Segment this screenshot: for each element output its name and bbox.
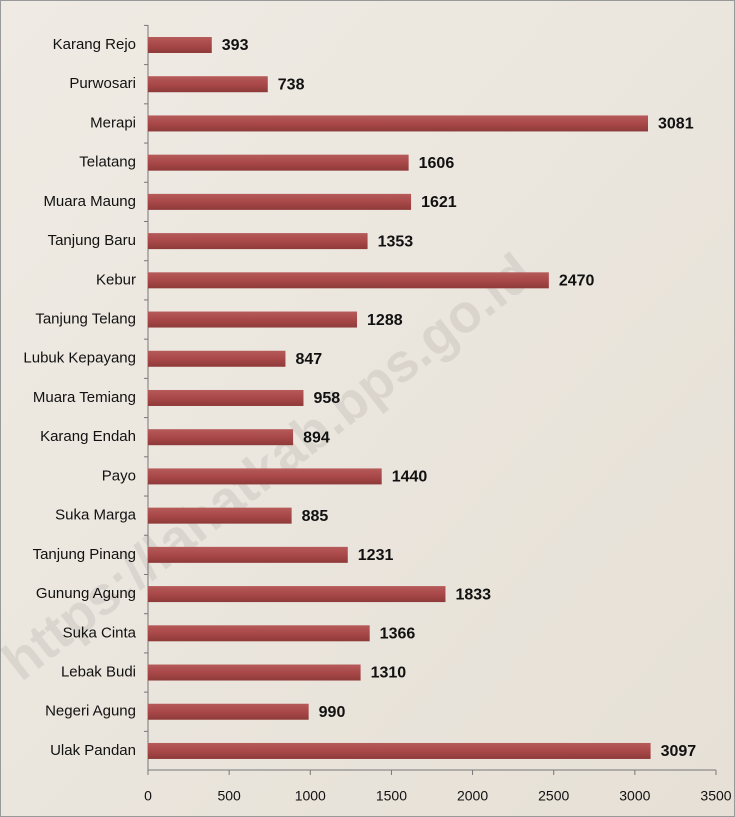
y-tick-label: Lubuk Kepayang [23,350,136,367]
bar [148,193,412,210]
bar [148,272,549,289]
bar [148,625,370,642]
bar [148,742,651,759]
data-label: 2470 [559,273,595,290]
data-label: 393 [222,37,249,54]
data-label: 958 [313,390,340,407]
data-label: 847 [295,351,322,368]
bar [148,429,294,446]
data-label: 1353 [378,233,414,250]
bar [148,664,361,681]
y-tick-label: Ulak Pandan [50,742,136,759]
y-tick-label: Purwosari [69,75,136,92]
data-label: 1440 [392,469,428,486]
x-tick-label: 0 [144,788,152,804]
y-tick-label: Muara Maung [43,193,136,210]
y-tick-label: Gunung Agung [36,585,136,602]
bar [148,468,382,485]
bar [148,76,268,93]
bar [148,233,368,250]
y-tick-label: Telatang [79,154,136,171]
y-tick-label: Karang Endah [40,428,136,445]
x-tick-label: 2000 [457,788,488,804]
x-tick-label: 1000 [295,788,326,804]
data-label: 3097 [661,743,697,760]
y-tick-label: Muara Temiang [33,389,136,406]
bar [148,389,304,406]
y-tick-label: Merapi [90,114,136,131]
x-tick-label: 1500 [376,788,407,804]
bar [148,507,292,524]
y-tick-label: Suka Cinta [63,624,137,641]
y-tick-label: Negeri Agung [45,703,136,720]
data-label: 738 [278,76,305,93]
x-tick-label: 3500 [700,788,731,804]
bar [148,586,446,603]
x-tick-label: 500 [217,788,241,804]
data-label: 1231 [358,547,394,564]
bar [148,115,649,132]
data-label: 894 [303,429,330,446]
y-tick-label: Karang Rejo [53,36,136,53]
bar [148,546,348,563]
y-tick-label: Payo [102,467,136,484]
bar [148,311,358,328]
data-label: 1833 [455,586,491,603]
y-tick-label: Tanjung Pinang [33,546,136,563]
data-label: 1310 [371,665,407,682]
y-tick-label: Kebur [96,271,136,288]
y-tick-label: Tanjung Telang [35,311,136,328]
data-label: 3081 [658,116,694,133]
data-label: 1621 [421,194,457,211]
y-tick-label: Tanjung Baru [48,232,136,249]
data-label: 1366 [380,626,416,643]
y-tick-label: Suka Marga [55,507,137,524]
x-tick-label: 2500 [538,788,569,804]
bar [148,154,409,171]
data-label: 1606 [419,155,455,172]
bar [148,350,286,367]
data-label: 990 [319,704,346,721]
data-label: 885 [302,508,329,525]
y-tick-label: Lebak Budi [61,663,136,680]
bar [148,37,212,53]
data-label: 1288 [367,312,403,329]
x-tick-label: 3000 [619,788,650,804]
bar [148,703,309,720]
